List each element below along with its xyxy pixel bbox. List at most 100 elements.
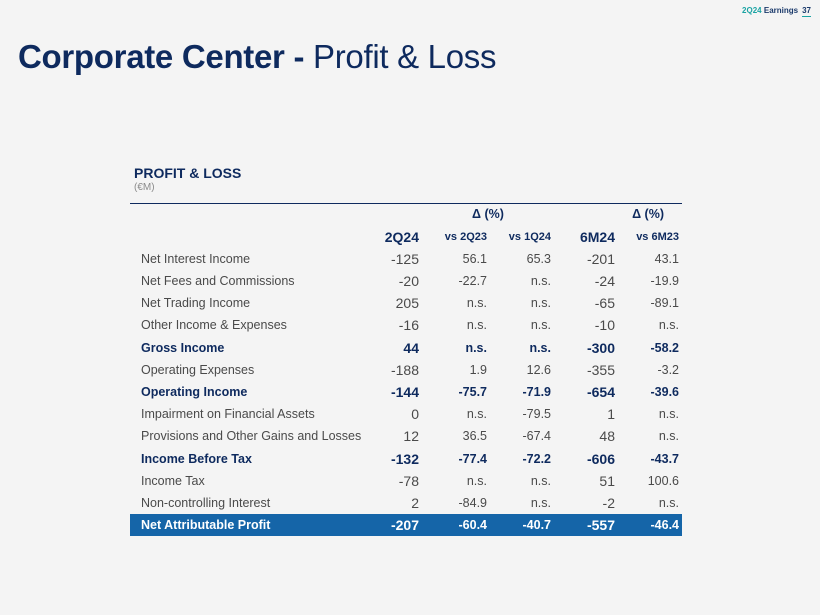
- value-vs-1q24: -71.9: [522, 385, 552, 399]
- table-row: Net Trading Income 205 n.s. n.s. -65 -89…: [130, 292, 682, 314]
- value-vs-1q24: n.s.: [530, 296, 551, 310]
- value-2q24: 2: [411, 495, 419, 511]
- column-header-vs-2q23: vs 2Q23: [444, 231, 487, 243]
- page-header: 2Q24 Earnings 37: [742, 6, 811, 17]
- row-label: Net Attributable Profit: [141, 518, 271, 532]
- value-vs-2q23: -84.9: [458, 496, 488, 510]
- value-vs-2q23: 1.9: [469, 363, 487, 377]
- value-vs-2q23: -60.4: [458, 518, 488, 532]
- value-vs-6m23: 100.6: [647, 474, 679, 488]
- row-label: Net Interest Income: [141, 252, 251, 266]
- value-vs-6m23: -89.1: [650, 296, 680, 310]
- value-vs-2q23: 56.1: [462, 252, 487, 266]
- page-number: 37: [802, 6, 811, 17]
- value-6m24: 51: [599, 473, 615, 489]
- row-label: Provisions and Other Gains and Losses: [141, 429, 362, 443]
- value-6m24: -300: [586, 340, 615, 356]
- value-6m24: -355: [586, 362, 615, 378]
- delta-label-quarter: Δ (%): [472, 207, 504, 221]
- value-vs-2q23: n.s.: [466, 318, 487, 332]
- column-header-2q24: 2Q24: [384, 229, 419, 245]
- table-row-subtotal: Operating Income -144 -75.7 -71.9 -654 -…: [130, 381, 682, 403]
- value-vs-1q24: n.s.: [529, 341, 551, 355]
- value-vs-2q23: n.s.: [466, 407, 487, 421]
- table-row: Net Interest Income -125 56.1 65.3 -201 …: [130, 248, 682, 270]
- row-label: Gross Income: [141, 341, 225, 355]
- table-row: Provisions and Other Gains and Losses 12…: [130, 425, 682, 447]
- value-vs-6m23: -19.9: [650, 274, 680, 288]
- value-vs-2q23: -77.4: [458, 452, 488, 466]
- value-vs-6m23: n.s.: [658, 407, 679, 421]
- value-vs-2q23: n.s.: [465, 341, 487, 355]
- row-label: Income Tax: [141, 474, 205, 488]
- row-label: Non-controlling Interest: [141, 496, 271, 510]
- value-vs-1q24: -79.5: [522, 407, 552, 421]
- table-row: Other Income & Expenses -16 n.s. n.s. -1…: [130, 314, 682, 336]
- table-top-rule: [130, 203, 682, 204]
- value-6m24: -201: [586, 251, 615, 267]
- table-row-total: Net Attributable Profit -207 -60.4 -40.7…: [130, 514, 682, 536]
- table-row: Non-controlling Interest 2 -84.9 n.s. -2…: [130, 492, 682, 514]
- value-6m24: -24: [594, 273, 615, 289]
- row-label: Net Trading Income: [141, 296, 251, 310]
- column-header-vs-1q24: vs 1Q24: [508, 231, 551, 243]
- value-2q24: 0: [411, 406, 419, 422]
- value-vs-1q24: n.s.: [530, 318, 551, 332]
- value-6m24: -10: [594, 317, 615, 333]
- value-2q24: -16: [398, 317, 419, 333]
- value-vs-6m23: n.s.: [658, 318, 679, 332]
- value-vs-1q24: n.s.: [530, 274, 551, 288]
- value-vs-1q24: -40.7: [522, 518, 552, 532]
- row-label: Other Income & Expenses: [141, 318, 287, 332]
- table-unit: (€M): [134, 182, 155, 193]
- value-vs-6m23: n.s.: [658, 496, 679, 510]
- value-6m24: 48: [599, 428, 615, 444]
- table-row: Net Fees and Commissions -20 -22.7 n.s. …: [130, 270, 682, 292]
- value-vs-2q23: -22.7: [458, 274, 488, 288]
- value-2q24: 205: [395, 295, 419, 311]
- report-name: 2Q24 Earnings: [742, 6, 799, 15]
- page-title-bold: Corporate Center -: [18, 38, 305, 75]
- delta-label-halfyear: Δ (%): [632, 207, 664, 221]
- value-vs-6m23: -58.2: [650, 341, 680, 355]
- value-6m24: -606: [586, 451, 615, 467]
- value-vs-6m23: -3.2: [657, 363, 679, 377]
- value-vs-6m23: n.s.: [658, 429, 679, 443]
- value-2q24: -20: [398, 273, 419, 289]
- value-2q24: -78: [398, 473, 419, 489]
- table-header-delta: Δ (%) Δ (%): [130, 203, 682, 225]
- value-vs-6m23: 43.1: [654, 252, 679, 266]
- row-label: Operating Expenses: [141, 363, 255, 377]
- value-2q24: -132: [390, 451, 419, 467]
- page-title: Corporate Center - Profit & Loss: [18, 38, 497, 76]
- value-vs-1q24: 65.3: [526, 252, 551, 266]
- row-label: Net Fees and Commissions: [141, 274, 295, 288]
- table-heading: PROFIT & LOSS: [134, 165, 242, 181]
- column-header-6m24: 6M24: [579, 229, 615, 245]
- page-title-normal: Profit & Loss: [313, 38, 497, 75]
- value-vs-2q23: n.s.: [466, 474, 487, 488]
- value-vs-1q24: n.s.: [530, 474, 551, 488]
- table-row: Income Tax -78 n.s. n.s. 51 100.6: [130, 470, 682, 492]
- value-vs-6m23: -39.6: [650, 385, 680, 399]
- value-6m24: -654: [586, 384, 615, 400]
- value-2q24: 12: [403, 428, 419, 444]
- value-vs-2q23: 36.5: [462, 429, 487, 443]
- value-2q24: -144: [390, 384, 419, 400]
- value-6m24: -2: [602, 495, 615, 511]
- value-vs-2q23: n.s.: [466, 296, 487, 310]
- column-header-vs-6m23: vs 6M23: [636, 231, 679, 243]
- value-vs-1q24: 12.6: [526, 363, 551, 377]
- value-6m24: -65: [594, 295, 615, 311]
- value-vs-1q24: -67.4: [522, 429, 552, 443]
- table-row: Impairment on Financial Assets 0 n.s. -7…: [130, 403, 682, 425]
- value-vs-1q24: n.s.: [530, 496, 551, 510]
- table-header-columns: 2Q24 vs 2Q23 vs 1Q24 6M24 vs 6M23: [130, 226, 682, 248]
- value-vs-1q24: -72.2: [522, 452, 552, 466]
- table-row-subtotal: Gross Income 44 n.s. n.s. -300 -58.2: [130, 337, 682, 359]
- row-label: Impairment on Financial Assets: [141, 407, 315, 421]
- value-2q24: -125: [390, 251, 419, 267]
- table-row-subtotal: Income Before Tax -132 -77.4 -72.2 -606 …: [130, 448, 682, 470]
- value-2q24: -207: [390, 517, 419, 533]
- value-2q24: -188: [390, 362, 419, 378]
